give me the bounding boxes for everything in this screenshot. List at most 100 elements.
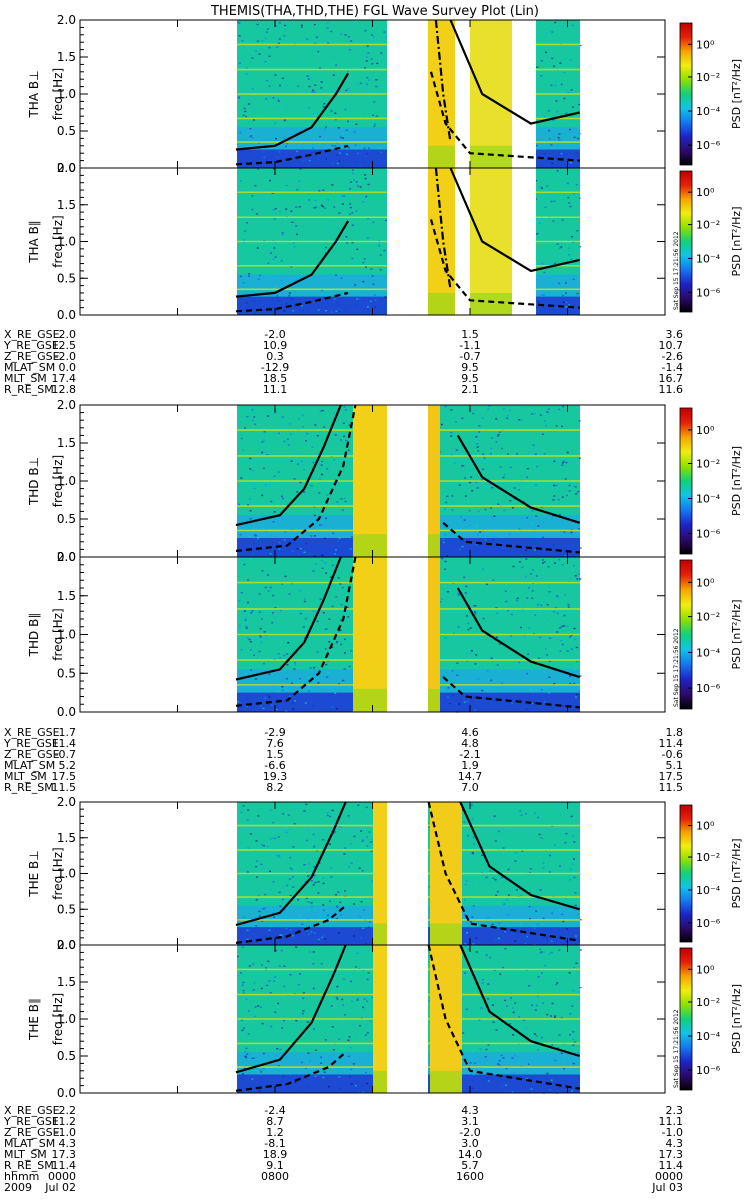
ephemeris-value: 18.9 [263,1148,288,1161]
noise-speckle [531,590,534,592]
noise-speckle [339,136,342,139]
noise-speckle [319,410,322,412]
noise-speckle [464,914,467,916]
noise-speckle [293,541,296,543]
noise-speckle [248,498,251,500]
noise-speckle [354,284,357,286]
noise-speckle [334,112,337,114]
noise-speckle [320,81,323,83]
noise-speckle [463,821,466,823]
noise-speckle [563,954,565,956]
noise-speckle [335,642,338,644]
noise-speckle [344,652,346,654]
noise-speckle [319,135,321,138]
noise-speckle [443,493,446,495]
noise-speckle [497,1063,500,1065]
noise-speckle [331,605,334,608]
noise-speckle [251,195,254,197]
enhanced-band-floor [428,145,455,168]
enhanced-power-band [353,405,387,557]
y-tick-label: 2.0 [57,13,76,27]
noise-speckle [520,456,523,458]
noise-speckle [351,530,354,533]
noise-speckle [329,815,332,818]
model-frequency-curve [456,587,581,679]
noise-speckle [313,207,316,209]
noise-speckle [335,154,338,156]
noise-speckle [552,119,555,121]
noise-speckle [490,657,493,659]
noise-speckle [277,299,280,301]
noise-speckle [495,418,498,420]
noise-speckle [550,619,553,621]
ephemeris-value: 8.7 [266,1115,284,1128]
noise-speckle [242,242,245,244]
y-axis-label: freq [Hz] [51,993,65,1045]
noise-speckle [263,156,266,159]
noise-speckle [290,868,293,870]
noise-speckle [249,510,252,512]
noise-speckle [570,236,573,238]
noise-speckle [545,32,548,34]
noise-speckle [298,973,301,975]
noise-speckle [258,910,261,913]
noise-speckle [339,583,342,585]
noise-speckle [347,147,350,149]
noise-speckle [330,867,333,869]
noise-speckle [286,1003,289,1005]
noise-speckle [525,558,528,560]
ephemeris-value: -2.0 [459,1126,480,1139]
noise-speckle [306,871,309,873]
noise-speckle [501,447,503,450]
noise-speckle [275,138,277,140]
noise-speckle [240,592,243,594]
noise-speckle [282,823,285,826]
noise-speckle [570,869,572,872]
noise-speckle [284,119,286,121]
noise-speckle [565,282,567,284]
noise-speckle [482,952,485,954]
noise-speckle [313,837,316,839]
noise-speckle [350,862,353,864]
noise-speckle [301,26,303,28]
noise-speckle [558,139,561,141]
noise-speckle [464,495,467,497]
noise-speckle [464,592,467,594]
noise-speckle [560,639,563,642]
noise-speckle [561,464,564,466]
noise-speckle [342,679,345,682]
noise-speckle [537,525,540,527]
noise-speckle [564,842,567,844]
noise-speckle [279,965,282,967]
noise-speckle [264,484,267,486]
noise-speckle [341,998,344,1001]
noise-speckle [252,553,255,555]
ephemeris-value: -2.0 [264,328,285,341]
noise-speckle [326,676,329,678]
noise-speckle [516,889,518,891]
ephemeris-label: R_RE_SM [4,781,54,794]
noise-speckle [272,960,275,963]
noise-speckle [542,867,545,869]
noise-speckle [268,274,271,276]
noise-speckle [475,951,478,953]
noise-speckle [367,183,370,186]
noise-speckle [482,979,485,981]
y-tick-label: 2.0 [57,938,76,952]
noise-speckle [350,1083,353,1085]
noise-speckle [252,989,255,991]
noise-speckle [536,232,539,235]
noise-speckle [240,972,243,974]
noise-speckle [446,591,449,593]
noise-speckle [490,679,493,681]
noise-speckle [539,889,542,891]
noise-speckle [247,847,250,849]
noise-speckle [551,31,554,33]
noise-speckle [290,433,292,435]
noise-speckle [259,1069,262,1072]
noise-speckle [243,1067,246,1069]
noise-speckle [572,1038,575,1041]
noise-speckle [246,1053,249,1055]
noise-speckle [575,493,578,495]
